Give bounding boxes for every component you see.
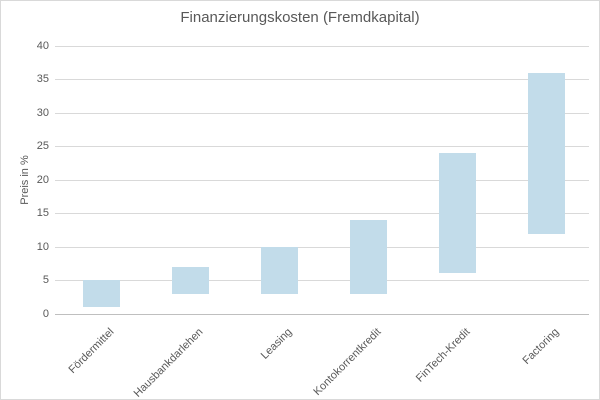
x-axis-line: [55, 314, 589, 315]
gridline: [55, 46, 589, 47]
range-bar: [439, 153, 476, 273]
range-bar: [172, 267, 209, 294]
range-bar: [528, 73, 565, 234]
y-tick-label: 5: [42, 274, 49, 286]
y-tick-label: 40: [36, 40, 49, 52]
y-tick-label: 25: [36, 140, 49, 152]
chart-title: Finanzierungskosten (Fremdkapital): [180, 9, 420, 26]
gridline: [55, 79, 589, 80]
x-tick-label: Fördermittel: [66, 326, 117, 376]
gridline: [55, 146, 589, 147]
gridline: [55, 213, 589, 214]
gridline: [55, 280, 589, 281]
y-tick-label: 10: [36, 241, 49, 253]
gridline: [55, 247, 589, 248]
range-bar: [83, 280, 120, 307]
y-tick-label: 15: [36, 207, 49, 219]
range-bar: [261, 247, 298, 294]
gridline: [55, 180, 589, 181]
y-tick-label: 20: [36, 174, 49, 186]
y-tick-label: 30: [36, 107, 49, 119]
y-tick-label: 35: [36, 73, 49, 85]
range-bar: [350, 220, 387, 294]
y-tick-label: 0: [42, 308, 49, 320]
gridline: [55, 113, 589, 114]
